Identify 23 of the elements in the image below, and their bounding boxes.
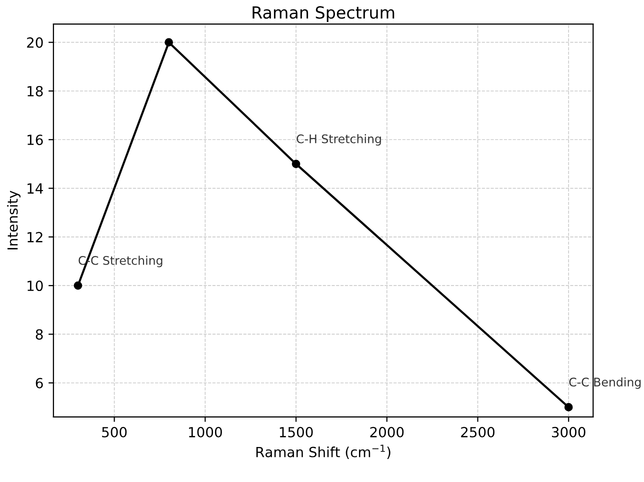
point [564,403,573,412]
annotation: C-H Stretching [296,134,381,146]
point [74,281,82,290]
y-tick-label: 16 [28,134,43,146]
x-tick-label: 1000 [189,426,222,438]
y-tick-label: 12 [28,232,42,242]
y-tick-label: 10 [28,280,43,292]
x-tick-label: 2500 [461,426,494,438]
x-tick-label: 3000 [552,426,586,438]
x-tick-label: 500 [102,426,127,438]
chart-title: Raman Spectrum [252,6,394,22]
x-tick-label: 1500 [280,426,313,438]
y-tick-label: 20 [27,37,43,48]
x-tick-label: 2000 [370,426,404,438]
y-tick-label: 14 [28,183,43,194]
annotation: C-C Bending [569,377,641,389]
y-tick-label: 18 [28,86,43,96]
y-axis-title: Intensity [7,190,20,250]
point [164,38,174,47]
y-tick-label: 6 [36,378,43,388]
point [292,160,300,168]
x-axis-title: Raman Shift (cm$^{−1}$) [256,444,390,459]
y-tick-label: 8 [36,329,43,340]
